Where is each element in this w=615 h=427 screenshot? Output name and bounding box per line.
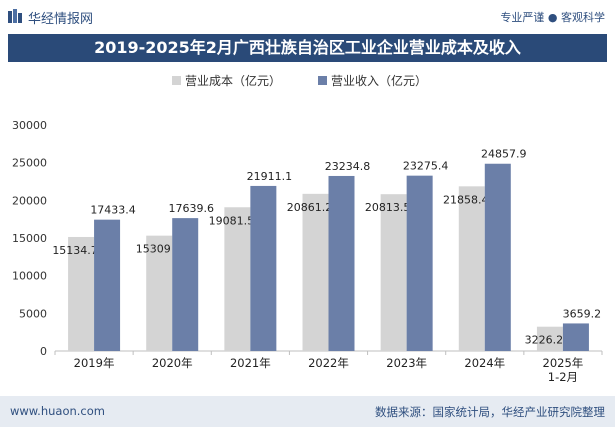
x-tick-label: 2019年 (74, 356, 115, 370)
revenue-bar (562, 323, 589, 351)
y-tick-label: 25000 (12, 157, 47, 170)
data-label: 17639.6 (168, 202, 214, 215)
y-tick-label: 0 (40, 345, 47, 358)
data-source: 数据来源：国家统计局，华经产业研究院整理 (375, 405, 605, 419)
cost-bar (302, 193, 329, 351)
x-tick-label: 2022年 (308, 356, 349, 370)
data-label: 15134.7 (52, 244, 98, 257)
x-tick-label: 2021年 (230, 356, 271, 370)
x-tick-label: 2024年 (464, 356, 505, 370)
cost-bar (536, 326, 563, 351)
data-label: 15309 (136, 243, 171, 256)
cost-bar (224, 207, 251, 351)
y-tick-label: 5000 (19, 307, 47, 320)
cost-bar (380, 194, 407, 351)
revenue-bar (328, 175, 355, 351)
data-label: 17433.4 (90, 204, 136, 217)
legend-label: 营业成本（亿元） (185, 73, 281, 88)
cost-bar (458, 186, 485, 351)
revenue-bar (484, 163, 511, 351)
y-tick-label: 30000 (12, 119, 47, 132)
data-label: 21858.4 (443, 193, 489, 206)
brand-name: 华经情报网 (28, 12, 94, 27)
x-tick-label: 2020年 (152, 356, 193, 370)
data-label: 19081.5 (209, 214, 255, 227)
y-tick-label: 10000 (12, 270, 47, 283)
top-bar: 华经情报网 专业严谨 ● 客观科学 (0, 0, 615, 32)
data-label: 20861.2 (287, 201, 333, 214)
logo-icon (8, 9, 22, 23)
data-label: 23234.8 (325, 160, 371, 173)
website-link[interactable]: www.huaon.com (10, 404, 105, 418)
legend-label: 营业收入（亿元） (331, 73, 427, 88)
chart-title: 2019-2025年2月广西壮族自治区工业企业营业成本及收入 (94, 38, 521, 57)
revenue-bar (406, 175, 433, 351)
tagline: 专业严谨 ● 客观科学 (500, 11, 605, 24)
revenue-bar (94, 219, 121, 351)
x-tick-label: 1-2月 (548, 370, 578, 384)
revenue-bar (250, 185, 277, 351)
title-bar: 2019-2025年2月广西壮族自治区工业企业营业成本及收入 (8, 34, 607, 62)
legend-swatch (318, 76, 327, 85)
x-tick-label: 2023年 (386, 356, 427, 370)
data-label: 20813.5 (365, 201, 411, 214)
cost-bar (146, 235, 173, 351)
revenue-bar (172, 218, 199, 351)
data-label: 24857.9 (481, 148, 527, 161)
y-tick-label: 20000 (12, 194, 47, 207)
footer-bar: www.huaon.com 数据来源：国家统计局，华经产业研究院整理 (0, 396, 615, 427)
data-label: 21911.1 (247, 170, 293, 183)
y-tick-label: 15000 (12, 232, 47, 245)
data-label: 3226.2 (525, 334, 564, 347)
cost-bar (68, 236, 95, 351)
x-tick-label: 2025年 (543, 356, 584, 370)
legend-swatch (172, 76, 181, 85)
data-label: 23275.4 (403, 160, 449, 173)
data-label: 3659.2 (563, 307, 602, 320)
bar-chart: 营业成本（亿元） 营业收入（亿元） 0 5000 10000 15000 20000 2500… (12, 73, 603, 384)
